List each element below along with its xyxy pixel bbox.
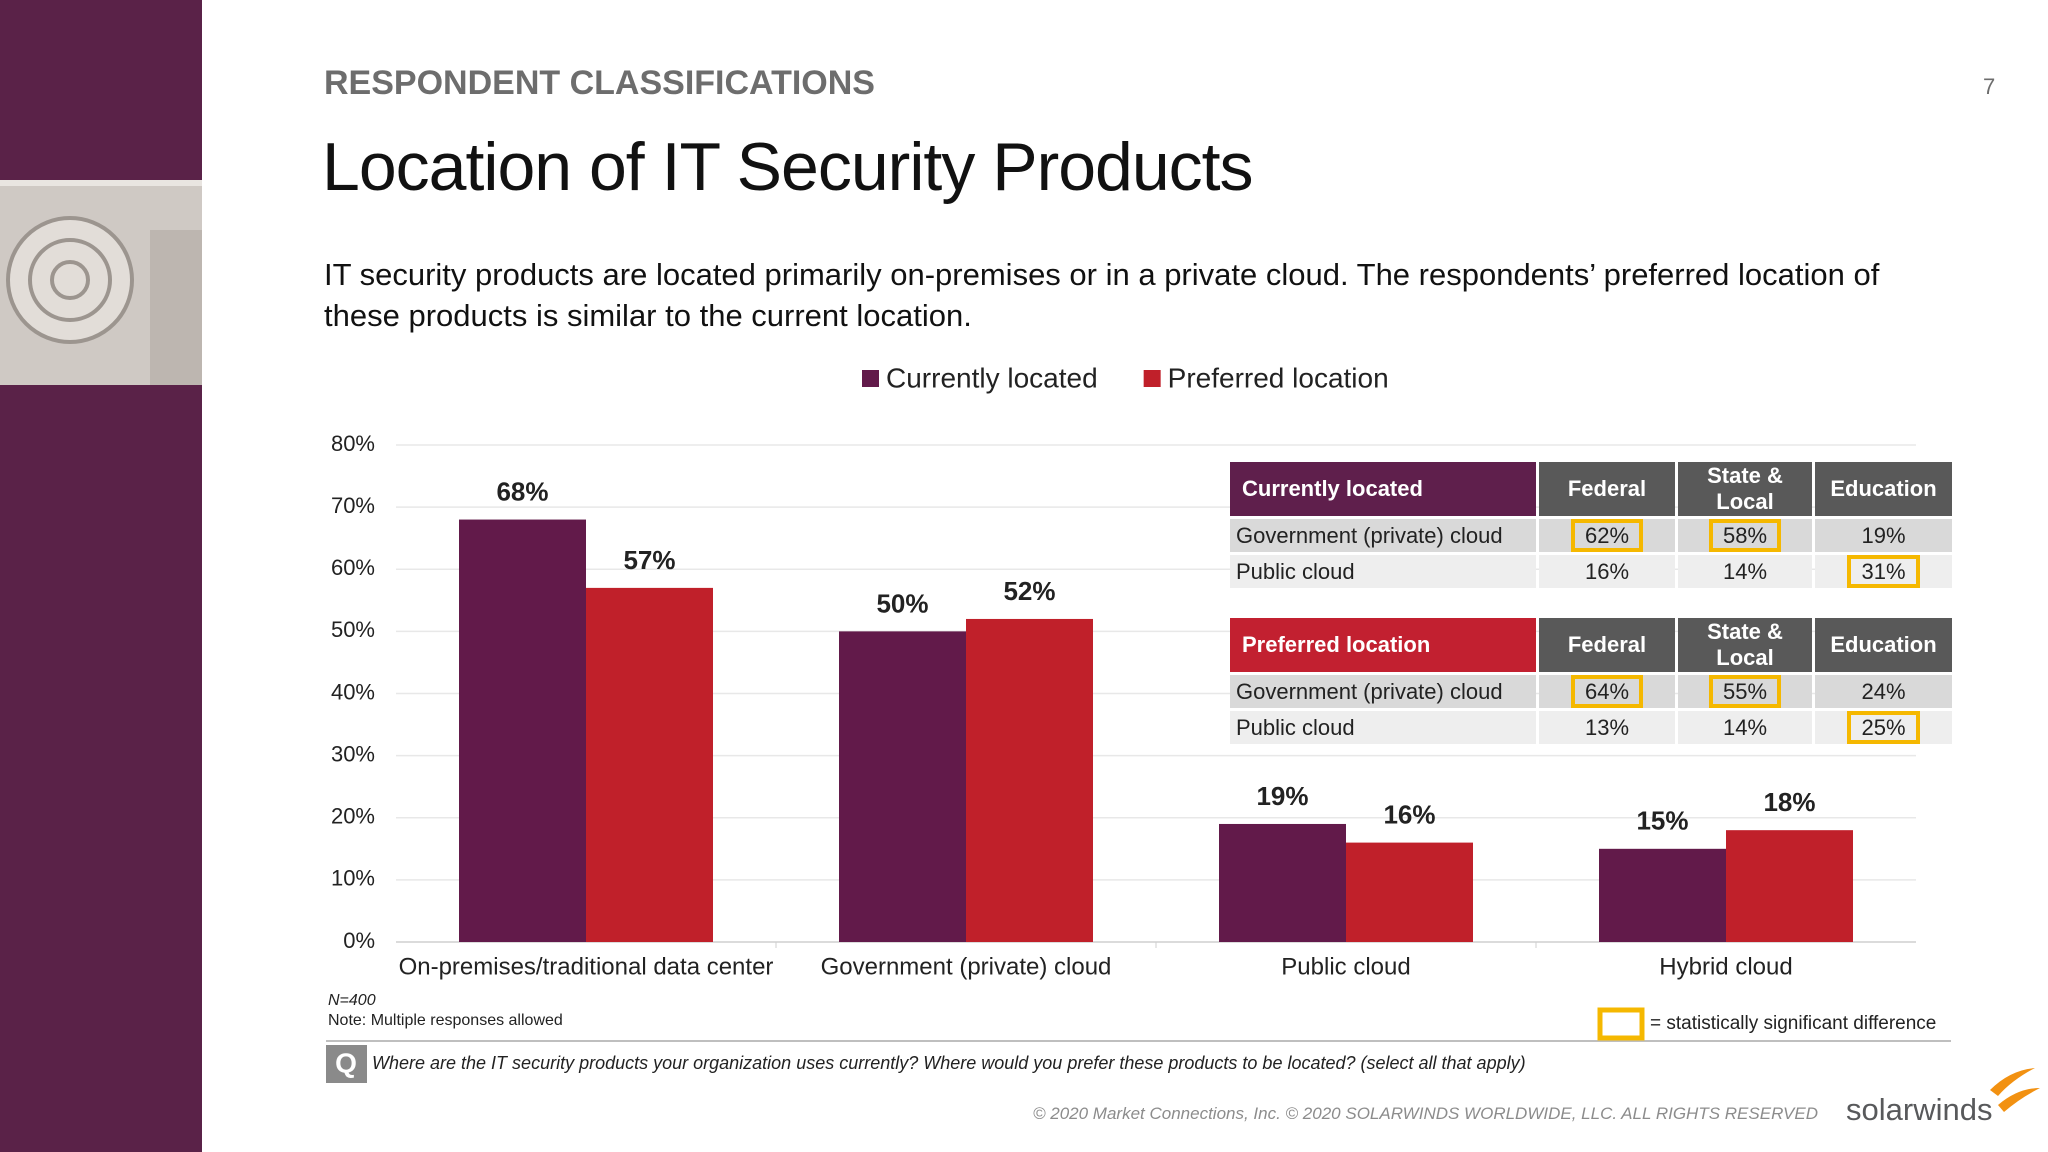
- table-cell: 55%: [1678, 674, 1812, 708]
- y-tick-label: 20%: [331, 804, 375, 829]
- data-label: 68%: [496, 476, 548, 506]
- table-cell: Government (private) cloud: [1230, 675, 1536, 708]
- data-label: 57%: [623, 545, 675, 575]
- bar: [966, 618, 1093, 942]
- question: Where are the IT security products your …: [372, 1053, 1526, 1073]
- data-label: 15%: [1636, 806, 1688, 836]
- x-tick-label: Hybrid cloud: [1659, 953, 1792, 980]
- table-cell: 25%: [1815, 710, 1952, 744]
- table-cell: Government (private) cloud: [1230, 519, 1536, 552]
- table-header: Currently located: [1230, 462, 1536, 516]
- table-header: Education: [1815, 462, 1952, 516]
- table-cell: 24%: [1815, 675, 1952, 708]
- legend-label: Preferred location: [1168, 362, 1389, 393]
- y-tick-label: 0%: [343, 928, 375, 953]
- bar: [586, 587, 713, 942]
- sidebar: [0, 0, 202, 1152]
- y-tick-label: 80%: [331, 431, 375, 456]
- y-tick-label: 50%: [331, 617, 375, 642]
- subtitle: IT security products are located primari…: [324, 257, 1880, 333]
- table-cell: Public cloud: [1230, 555, 1536, 588]
- logo-swoosh: [1990, 1068, 2040, 1112]
- table-cell: 19%: [1815, 519, 1952, 552]
- data-label: 52%: [1003, 576, 1055, 606]
- x-tick-label: On-premises/traditional data center: [399, 953, 774, 980]
- data-label: 18%: [1763, 787, 1815, 817]
- table-header: Federal: [1539, 618, 1675, 672]
- cell-value: 25%: [1847, 710, 1920, 744]
- y-tick-label: 70%: [331, 493, 375, 518]
- bar: [1219, 823, 1346, 942]
- y-tick-label: 40%: [331, 679, 375, 704]
- table: Preferred location Federal State & Local Ed…: [1227, 615, 1955, 747]
- bar: [459, 519, 586, 942]
- significance-swatch: [1597, 1007, 1645, 1041]
- sample-size: N=400: [328, 992, 376, 1009]
- legend-swatch: [862, 370, 879, 387]
- copyright: © 2020 Market Connections, Inc. © 2020 S…: [1033, 1104, 1818, 1123]
- slide-title: Location of IT Security Products: [322, 129, 1254, 205]
- bar: [1346, 842, 1473, 942]
- note: Note: Multiple responses allowed: [328, 1012, 563, 1029]
- table-header: State & Local: [1678, 462, 1812, 516]
- table-header: Education: [1815, 618, 1952, 672]
- table-cell: 14%: [1678, 555, 1812, 588]
- table-header: State & Local: [1678, 618, 1812, 672]
- table-cell: Public cloud: [1230, 711, 1536, 744]
- data-label: 19%: [1256, 781, 1308, 811]
- significance-legend: = statistically significant difference: [1650, 1013, 1937, 1034]
- cell-value: 62%: [1570, 518, 1644, 552]
- y-tick-label: 30%: [331, 741, 375, 766]
- table-header: Federal: [1539, 462, 1675, 516]
- table: Currently located Federal State & Local Edu…: [1227, 459, 1955, 591]
- bar: [839, 631, 966, 942]
- table-cell: 58%: [1678, 518, 1812, 552]
- table-cell: 64%: [1539, 674, 1675, 708]
- legend-label: Currently located: [886, 362, 1098, 393]
- legend-swatch: [1143, 370, 1161, 387]
- data-label: 16%: [1383, 799, 1435, 829]
- table-cell: 16%: [1539, 555, 1675, 588]
- y-tick-label: 60%: [331, 555, 375, 580]
- bar: [1599, 848, 1726, 942]
- page-number: 7: [1983, 74, 1996, 99]
- cell-value: 58%: [1708, 518, 1782, 552]
- cell-value: 31%: [1847, 554, 1920, 588]
- table-cell: 13%: [1539, 711, 1675, 744]
- bar: [1726, 830, 1853, 942]
- cell-value: 64%: [1570, 674, 1644, 708]
- logo: solarwinds: [1846, 1092, 1993, 1127]
- question-icon: Q: [335, 1047, 357, 1078]
- data-label: 50%: [876, 588, 928, 618]
- sidebar-image: [0, 180, 202, 385]
- table-header: Preferred location: [1230, 618, 1536, 672]
- y-tick-label: 10%: [331, 866, 375, 891]
- section-title: RESPONDENT CLASSIFICATIONS: [324, 64, 875, 102]
- table-cell: 14%: [1678, 711, 1812, 744]
- question-icon-box: [326, 1045, 367, 1083]
- cell-value: 55%: [1708, 674, 1782, 708]
- x-tick-label: Government (private) cloud: [821, 953, 1112, 980]
- x-tick-label: Public cloud: [1281, 953, 1410, 980]
- table-cell: 62%: [1539, 518, 1675, 552]
- table-cell: 31%: [1815, 554, 1952, 588]
